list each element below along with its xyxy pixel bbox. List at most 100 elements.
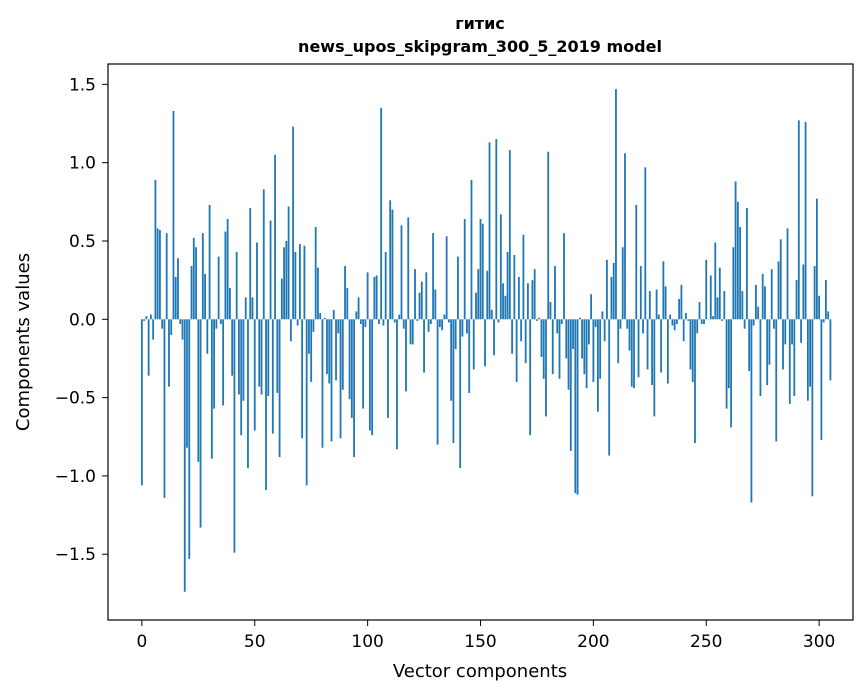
bar-45 [243,319,245,400]
plot-frame [108,64,853,620]
bar-184 [556,319,558,333]
bar-275 [762,274,764,319]
bar-202 [597,319,599,411]
bar-155 [491,310,493,319]
bar-161 [504,296,506,319]
bar-100 [367,272,369,319]
bar-49 [252,297,254,319]
bar-220 [638,319,640,377]
bar-299 [816,199,818,320]
bar-61 [279,319,281,457]
bar-258 [723,291,725,319]
bars-group [141,89,831,592]
bar-82 [326,319,328,374]
bar-30 [209,205,211,319]
y-tick-label: −1.0 [55,467,96,487]
bar-282 [778,261,780,319]
bar-166 [516,319,518,382]
bar-276 [764,286,766,319]
bar-64 [285,241,287,319]
bar-269 [748,319,750,371]
bar-99 [364,319,366,327]
bar-197 [586,319,588,388]
bar-194 [579,318,581,320]
bar-38 [227,219,229,319]
bar-285 [784,319,786,344]
bar-97 [360,319,362,324]
bar-300 [818,296,820,319]
bar-122 [416,319,418,321]
bar-106 [380,108,382,319]
bar-183 [554,266,556,319]
bar-233 [667,319,669,383]
bar-93 [351,319,353,418]
bar-25 [197,319,199,462]
y-tick-label: 0.5 [69,232,96,252]
bar-264 [737,202,739,319]
bar-209 [613,263,615,319]
bar-180 [547,152,549,320]
bar-164 [511,319,513,353]
bar-175 [536,319,538,321]
bar-302 [823,319,825,322]
bar-173 [532,280,534,319]
bar-172 [529,319,531,435]
bar-271 [753,319,755,325]
bar-121 [414,269,416,319]
bar-235 [671,319,673,325]
bar-114 [398,315,400,320]
bar-154 [489,142,491,319]
bar-204 [602,311,604,319]
bar-90 [344,266,346,319]
bar-182 [552,319,554,374]
bar-169 [522,235,524,320]
bar-59 [274,155,276,319]
x-tick-label: 0 [136,632,147,652]
bar-170 [525,319,527,363]
bar-268 [746,208,748,319]
bar-92 [349,319,351,399]
bar-87 [337,319,339,333]
bar-15 [175,277,177,319]
bar-274 [760,319,762,396]
bar-89 [342,319,344,389]
bar-178 [543,319,545,379]
bar-210 [615,89,617,319]
y-axis-label: Components values [13,253,34,431]
x-tick-label: 250 [690,632,722,652]
bar-128 [430,319,432,324]
bar-212 [620,319,622,328]
bar-16 [177,258,179,319]
bar-41 [234,319,236,552]
bar-20 [186,319,188,447]
bar-151 [482,224,484,320]
bar-203 [599,319,601,379]
bar-192 [574,319,576,493]
bar-257 [721,319,723,321]
bar-71 [301,319,303,438]
bar-55 [265,319,267,490]
bar-133 [441,319,443,330]
bar-246 [696,319,698,333]
bar-150 [480,219,482,319]
bar-31 [211,319,213,458]
bar-113 [396,319,398,449]
bar-278 [769,319,771,364]
bar-153 [486,271,488,320]
bar-279 [771,269,773,319]
bar-267 [744,319,746,328]
bar-225 [649,291,651,319]
y-tick-label: 1.0 [69,154,96,174]
bar-120 [412,319,414,344]
bar-253 [712,316,714,319]
bar-262 [732,247,734,319]
bar-9 [161,319,163,328]
bar-230 [660,319,662,372]
bar-62 [281,279,283,320]
bar-85 [333,310,335,319]
bar-145 [468,319,470,393]
bar-29 [206,319,208,353]
chart-title: гитис [455,14,505,33]
bar-4 [150,315,152,320]
y-tick-label: −0.5 [55,389,96,409]
